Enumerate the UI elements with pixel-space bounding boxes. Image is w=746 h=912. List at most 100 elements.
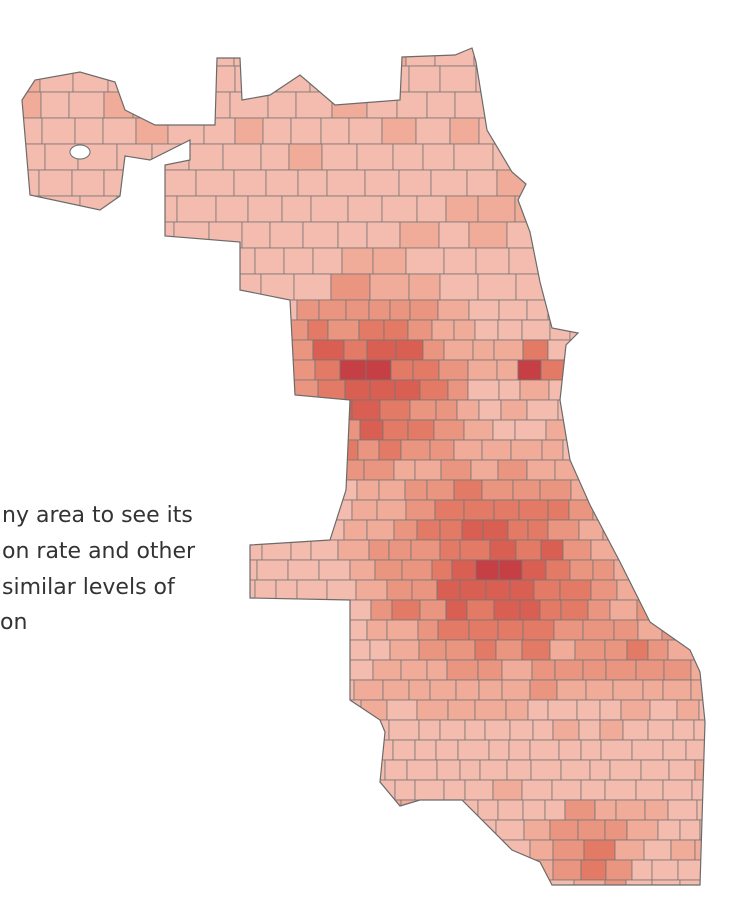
tract[interactable]	[618, 91, 650, 119]
tract[interactable]	[378, 479, 406, 501]
tract[interactable]	[293, 273, 332, 301]
tract[interactable]	[477, 799, 499, 821]
tract[interactable]	[65, 479, 92, 501]
tract[interactable]	[693, 359, 717, 381]
tract[interactable]	[240, 659, 272, 681]
tract[interactable]	[437, 299, 470, 321]
tract[interactable]	[434, 40, 475, 67]
tract[interactable]	[564, 799, 596, 821]
tract[interactable]	[409, 299, 439, 321]
tract[interactable]	[711, 420, 732, 440]
tract[interactable]	[526, 459, 556, 481]
tract[interactable]	[10, 459, 41, 481]
tract[interactable]	[287, 559, 320, 581]
tract[interactable]	[702, 479, 725, 501]
tract[interactable]	[349, 559, 376, 581]
tract[interactable]	[31, 399, 61, 421]
tract[interactable]	[255, 839, 286, 861]
tract[interactable]	[552, 719, 580, 741]
tract[interactable]	[139, 479, 168, 501]
tract[interactable]	[165, 719, 190, 741]
tract[interactable]	[56, 299, 80, 321]
tract[interactable]	[364, 169, 400, 197]
tract[interactable]	[386, 699, 418, 721]
tract[interactable]	[10, 839, 39, 861]
tract[interactable]	[443, 779, 466, 801]
tract[interactable]	[152, 339, 180, 361]
tract[interactable]	[191, 499, 218, 521]
tract[interactable]	[260, 339, 293, 361]
tract[interactable]	[590, 579, 618, 601]
tract[interactable]	[587, 599, 611, 621]
tract[interactable]	[79, 195, 118, 223]
tract[interactable]	[547, 195, 582, 223]
tract[interactable]	[204, 579, 230, 601]
tract[interactable]	[281, 195, 312, 223]
tract[interactable]	[35, 359, 66, 381]
tract[interactable]	[408, 679, 431, 701]
tract[interactable]	[40, 195, 81, 223]
tract[interactable]	[60, 639, 88, 661]
tract[interactable]	[604, 879, 627, 900]
tract[interactable]	[381, 117, 417, 145]
tract[interactable]	[179, 739, 205, 761]
tract[interactable]	[173, 65, 208, 93]
tract[interactable]	[183, 419, 215, 441]
tract[interactable]	[216, 719, 242, 741]
tract[interactable]	[648, 499, 679, 521]
tract[interactable]	[482, 519, 509, 541]
tract[interactable]	[697, 379, 727, 401]
tract[interactable]	[10, 779, 39, 801]
tract[interactable]	[470, 459, 499, 481]
tract[interactable]	[188, 719, 218, 741]
tract[interactable]	[649, 699, 678, 721]
tract[interactable]	[87, 779, 111, 801]
tract[interactable]	[430, 169, 468, 197]
tract[interactable]	[670, 839, 696, 861]
tract[interactable]	[332, 839, 355, 861]
tract[interactable]	[517, 359, 542, 381]
tract[interactable]	[549, 819, 579, 841]
tract[interactable]	[709, 196, 746, 222]
tract[interactable]	[62, 719, 88, 741]
tract[interactable]	[208, 339, 234, 361]
tract[interactable]	[79, 859, 102, 881]
tract[interactable]	[613, 247, 644, 275]
tract[interactable]	[694, 459, 719, 481]
tract[interactable]	[400, 439, 431, 461]
tract[interactable]	[37, 779, 62, 801]
tract[interactable]	[262, 419, 286, 441]
tract[interactable]	[35, 719, 64, 741]
tract[interactable]	[422, 143, 455, 171]
tract[interactable]	[358, 319, 385, 341]
tract[interactable]	[71, 169, 105, 197]
tract[interactable]	[580, 195, 620, 223]
tract[interactable]	[501, 659, 533, 681]
tract[interactable]	[85, 839, 114, 861]
tract[interactable]	[86, 639, 114, 661]
tract[interactable]	[657, 599, 689, 621]
tract[interactable]	[168, 639, 193, 661]
tract[interactable]	[404, 479, 428, 501]
tract[interactable]	[696, 559, 721, 581]
tract[interactable]	[384, 759, 408, 781]
tract[interactable]	[152, 759, 177, 781]
tract[interactable]	[510, 439, 543, 461]
tract[interactable]	[252, 519, 275, 541]
tract[interactable]	[71, 40, 106, 67]
tract[interactable]	[319, 819, 351, 841]
tract[interactable]	[211, 539, 243, 561]
tract[interactable]	[10, 439, 31, 461]
tract[interactable]	[343, 619, 368, 641]
tract[interactable]	[146, 439, 176, 461]
tract[interactable]	[631, 859, 653, 881]
tract[interactable]	[297, 659, 320, 681]
tract[interactable]	[372, 659, 402, 681]
tract[interactable]	[604, 459, 635, 481]
tract[interactable]	[544, 65, 585, 93]
tract[interactable]	[296, 299, 320, 321]
tract[interactable]	[473, 40, 508, 67]
tract[interactable]	[341, 799, 372, 821]
tract[interactable]	[269, 639, 300, 661]
tract[interactable]	[626, 819, 659, 841]
